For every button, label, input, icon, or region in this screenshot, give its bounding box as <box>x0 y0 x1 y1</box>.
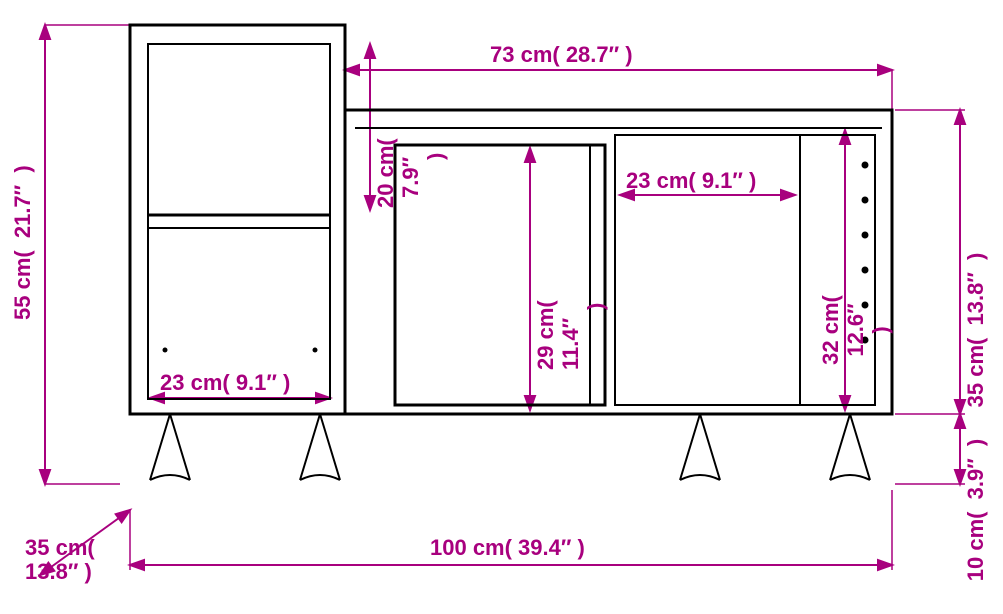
dim-int-h-1: 32 cm( <box>818 294 843 364</box>
dim-shelf-2: 7.9″ <box>398 156 423 198</box>
dim-main-h-1: 35 cm( <box>963 337 988 407</box>
legs <box>150 414 870 480</box>
dim-leg-2: 3.9″ <box>963 458 988 500</box>
dim-top-width: 73 cm( 28.7″ ) <box>490 42 633 67</box>
dim-main-h-3: ) <box>963 253 988 260</box>
dim-depth-2: 13.8″ ) <box>25 559 92 584</box>
svg-text:12.6″: 12.6″ <box>843 303 868 357</box>
dim-int-shelf: 23 cm( 9.1″ ) <box>160 370 290 395</box>
dim-int-h-2: 12.6″ <box>843 303 868 357</box>
dim-depth-1: 35 cm( <box>25 535 95 560</box>
dim-overall-height-2: 21.7″ <box>10 184 35 238</box>
dim-leg-3: ) <box>963 439 988 446</box>
dim-cab-3: ) <box>583 303 608 310</box>
dim-shelf-1: 20 cm( <box>373 138 398 208</box>
svg-text:35 cm( 13.8″ ): 35 cm( 13.8″ ) <box>963 253 988 408</box>
dim-int-cab: 23 cm( 9.1″ ) <box>626 168 756 193</box>
svg-text:29 cm(: 29 cm( <box>533 300 558 370</box>
dimension-labels: 55 cm( 21.7″ ) 35 cm( 13.8″ ) 100 cm( 39… <box>10 42 988 584</box>
svg-text:11.4″: 11.4″ <box>558 317 583 370</box>
svg-text:7.9″: 7.9″ <box>398 156 423 198</box>
svg-text:): ) <box>583 303 608 310</box>
svg-text:35 cm( 13.8″ ): 35 cm( 13.8″ ) <box>25 535 101 584</box>
dim-shelf-3: ) <box>423 153 448 160</box>
diagram-canvas: 55 cm( 21.7″ ) 35 cm( 13.8″ ) 100 cm( 39… <box>0 0 1003 614</box>
dim-overall-height-3: ) <box>10 165 35 172</box>
furniture-outline <box>130 25 892 480</box>
dim-overall-height-1: 55 cm( <box>10 250 35 320</box>
dim-overall-width: 100 cm( 39.4″ ) <box>430 535 585 560</box>
dim-cab-1: 29 cm( <box>533 300 558 370</box>
svg-text:): ) <box>423 153 448 160</box>
dim-int-h-3: ) <box>868 326 893 333</box>
svg-text:32 cm(: 32 cm( <box>818 294 843 364</box>
svg-text:10 cm( 3.9″ ): 10 cm( 3.9″ ) <box>963 439 988 581</box>
svg-text:): ) <box>868 326 893 333</box>
dim-cab-2: 11.4″ <box>558 317 583 370</box>
svg-text:20 cm(: 20 cm( <box>373 138 398 208</box>
dim-main-h-2: 13.8″ <box>963 272 988 326</box>
dim-leg-1: 10 cm( <box>963 511 988 581</box>
svg-text:55 cm( 21.7″ ): 55 cm( 21.7″ ) <box>10 165 35 320</box>
